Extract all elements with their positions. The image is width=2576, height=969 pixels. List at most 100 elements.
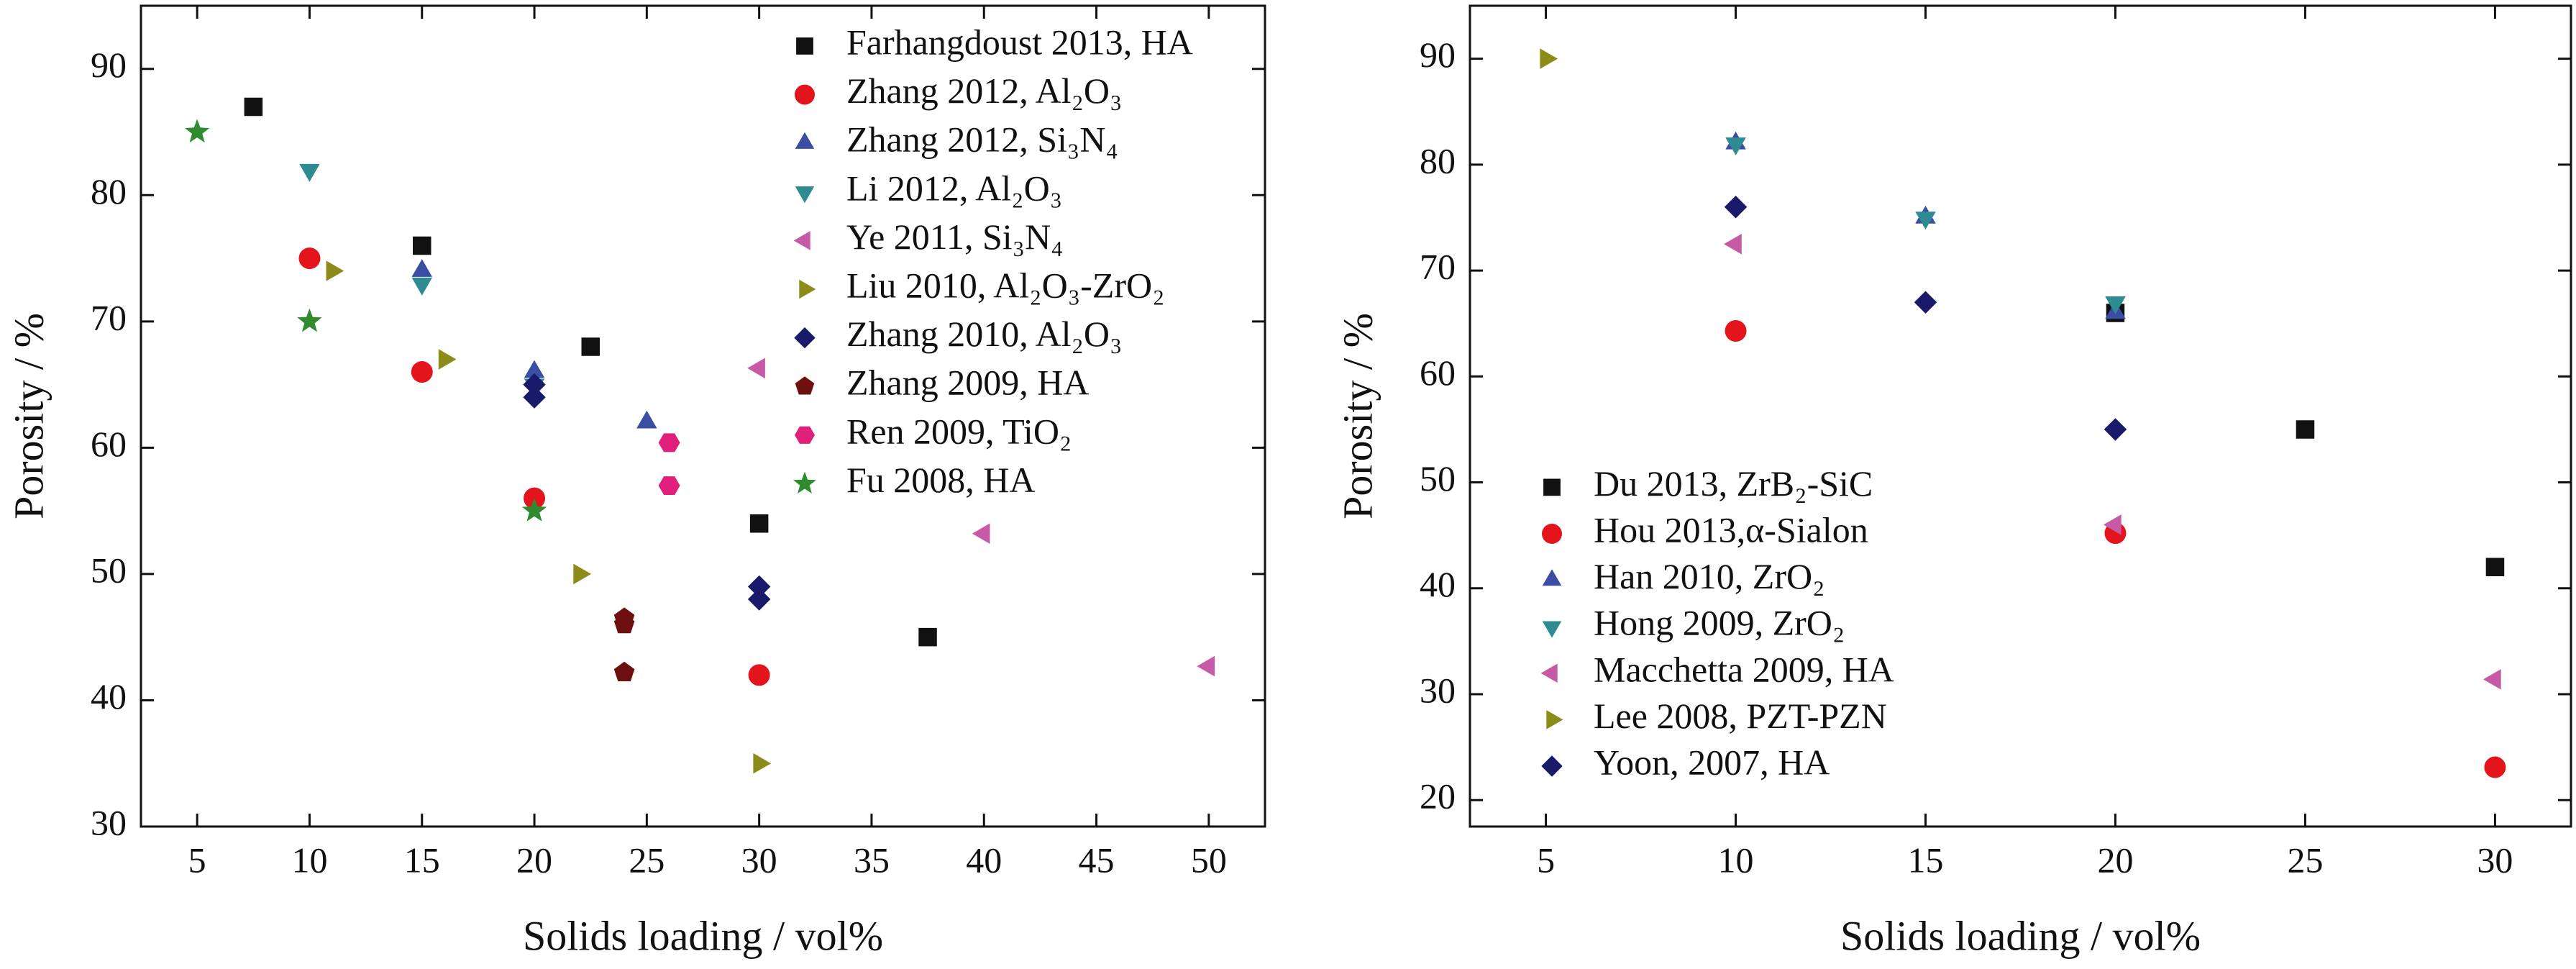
y-tick-label: 60 — [91, 424, 127, 464]
legend-label: Hong 2009, ZrO₂ — [1594, 603, 1845, 643]
legend-marker — [1540, 663, 1558, 683]
y-tick-label: 30 — [1420, 670, 1456, 710]
y-tick-label: 50 — [1420, 458, 1456, 499]
legend-label: Zhang 2009, HA — [846, 363, 1089, 403]
data-point — [658, 433, 680, 452]
data-point — [1197, 655, 1215, 677]
data-point — [2484, 756, 2506, 778]
y-tick-label: 70 — [91, 297, 127, 337]
data-point — [411, 277, 432, 296]
data-point — [1540, 48, 1558, 69]
data-point — [636, 410, 657, 429]
data-point — [2483, 669, 2501, 690]
y-tick-label: 60 — [1420, 352, 1456, 393]
data-point — [411, 259, 432, 277]
legend-label: Ye 2011, Si₃N₄ — [846, 217, 1064, 257]
legend-label: Zhang 2012, Al₂O₃ — [846, 70, 1122, 111]
data-point — [1725, 319, 1747, 342]
data-point — [244, 97, 263, 117]
data-point — [972, 523, 990, 544]
legend-marker — [794, 327, 816, 349]
data-point — [299, 163, 320, 182]
legend-marker — [793, 471, 816, 493]
data-point — [326, 260, 344, 281]
x-tick-label: 25 — [629, 840, 664, 880]
x-tick-label: 20 — [2097, 840, 2133, 880]
y-axis-title: Porosity / % — [5, 313, 52, 519]
y-tick-label: 80 — [91, 171, 127, 211]
legend-marker — [795, 132, 815, 149]
data-point — [747, 358, 765, 379]
data-point — [2105, 296, 2126, 314]
x-tick-label: 45 — [1079, 840, 1115, 880]
y-tick-label: 40 — [1420, 564, 1456, 604]
legend-label: Liu 2010, Al₂O₃-ZrO₂ — [846, 265, 1165, 305]
x-axis-title: Solids loading / vol% — [523, 912, 883, 959]
legend-marker — [1542, 569, 1562, 586]
x-tick-label: 10 — [1718, 840, 1754, 880]
y-tick-label: 90 — [91, 45, 127, 85]
y-tick-label: 20 — [1420, 776, 1456, 816]
legend-label: Yoon, 2007, HA — [1594, 742, 1830, 782]
data-point — [523, 373, 546, 396]
legend-marker — [1543, 478, 1561, 496]
legend-marker — [793, 231, 810, 250]
data-point — [613, 614, 635, 634]
data-point — [1724, 234, 1742, 255]
y-tick-label: 80 — [1420, 140, 1456, 181]
x-tick-label: 5 — [1537, 840, 1555, 880]
data-point — [748, 664, 770, 686]
data-point — [523, 386, 546, 409]
data-point — [298, 247, 321, 270]
legend-label: Li 2012, Al₂O₃ — [846, 168, 1062, 208]
data-point — [918, 627, 937, 647]
legend-label: Lee 2008, PZT-PZN — [1594, 696, 1887, 736]
data-point — [753, 752, 772, 774]
x-tick-label: 20 — [516, 840, 552, 880]
legend-label: Du 2013, ZrB₂-SiC — [1594, 463, 1873, 504]
plot-frame — [1469, 4, 2572, 828]
x-axis-title: Solids loading / vol% — [1840, 912, 2201, 959]
data-point — [1914, 291, 1937, 314]
legend-label: Hou 2013,α-Sialon — [1594, 509, 1868, 550]
legend-marker — [795, 426, 815, 444]
data-point — [521, 498, 547, 522]
legend-label: Macchetta 2009, HA — [1594, 649, 1894, 689]
data-point — [747, 588, 771, 611]
x-tick-label: 15 — [404, 840, 440, 880]
legend-marker — [795, 186, 815, 204]
legend-marker — [795, 84, 815, 105]
data-point — [413, 236, 431, 255]
data-point — [749, 514, 769, 533]
x-tick-label: 5 — [188, 840, 206, 880]
legend-marker — [1546, 710, 1563, 729]
x-tick-label: 30 — [741, 840, 777, 880]
y-tick-label: 40 — [91, 676, 127, 716]
data-point — [2104, 418, 2127, 441]
legend-label: Ren 2009, TiO₂ — [846, 411, 1072, 451]
data-point — [1725, 137, 1746, 155]
x-tick-label: 10 — [291, 840, 327, 880]
data-point — [2104, 514, 2121, 535]
data-point — [747, 575, 771, 599]
y-tick-label: 30 — [91, 802, 127, 842]
x-tick-label: 25 — [2287, 840, 2323, 880]
data-point — [613, 661, 635, 681]
legend-label: Han 2010, ZrO₂ — [1594, 556, 1825, 596]
legend-marker — [796, 37, 813, 55]
plot-frame — [140, 4, 1266, 828]
data-point — [581, 337, 600, 356]
data-point — [1724, 196, 1748, 219]
data-point — [658, 476, 680, 495]
legend-label: Fu 2008, HA — [846, 460, 1036, 500]
data-point — [185, 119, 210, 143]
data-point — [411, 361, 433, 383]
legend-label: Farhangdoust 2013, HA — [846, 22, 1193, 62]
y-tick-label: 50 — [91, 550, 127, 590]
x-tick-label: 15 — [1908, 840, 1944, 880]
y-axis-title: Porosity / % — [1334, 313, 1381, 519]
y-tick-label: 90 — [1420, 35, 1456, 75]
data-point — [2296, 420, 2315, 439]
legend-marker — [1542, 621, 1562, 638]
